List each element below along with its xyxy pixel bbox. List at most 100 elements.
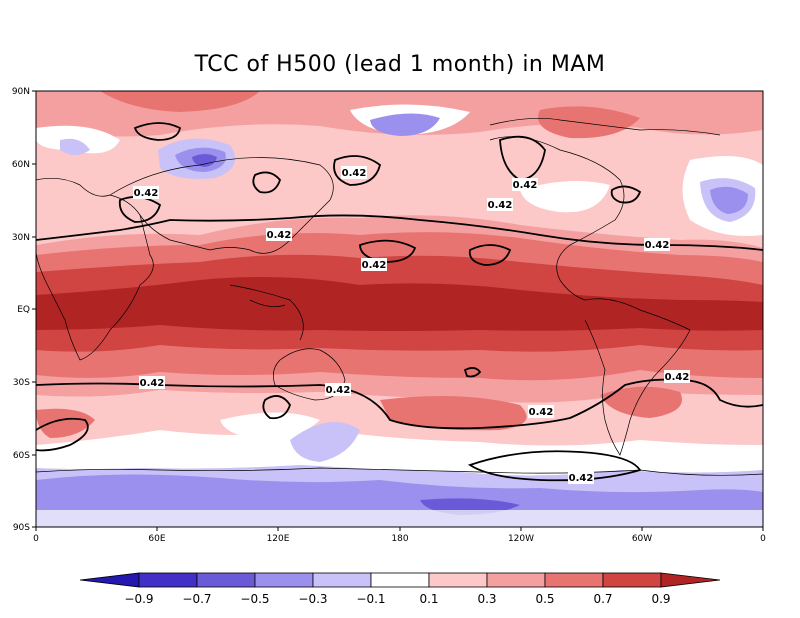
colorbar-right-arrow (660, 572, 721, 588)
south-white (36, 430, 763, 476)
colorbar-segment (138, 572, 198, 588)
lon-tick-label: 60W (632, 534, 652, 544)
contour-label-bg (664, 370, 690, 383)
contour-label: 0.42 (513, 180, 538, 191)
contour-south-africa (36, 417, 89, 452)
lat-tick-label: 60S (13, 451, 30, 461)
colorbar-segment (428, 572, 488, 588)
lon-tick-label: 180 (391, 534, 408, 544)
lat-axis: 90N 60N 30N EQ 30S 60S 90S (12, 87, 36, 533)
shaded-field (36, 91, 763, 527)
lat-tick-label: EQ (17, 305, 30, 315)
colorbar-label: 0.1 (419, 592, 438, 606)
lon-tick-label: 120W (508, 534, 534, 544)
contour-label-bg (325, 383, 351, 396)
contour-label: 0.42 (342, 168, 367, 179)
coast-north-america (489, 136, 625, 301)
contour-label-bg (512, 178, 538, 191)
lon-tick-label: 60E (148, 534, 165, 544)
colorbar-segment (486, 572, 546, 588)
contour-south-pacific (467, 450, 642, 482)
contour-label-bg (133, 186, 159, 199)
coast-south-america (584, 298, 691, 456)
lat-tick-label: 60N (12, 160, 30, 170)
contour-label: 0.42 (140, 378, 165, 389)
colorbar-segment (312, 572, 372, 588)
white-patch-indian (220, 412, 320, 440)
coast-indonesia (229, 284, 304, 341)
contour-label: 0.42 (134, 188, 159, 199)
arctic-core-east (538, 106, 640, 139)
colorbar-label: 0.5 (535, 592, 554, 606)
lon-tick-label: 120E (267, 534, 290, 544)
colorbar-label: 0.3 (477, 592, 496, 606)
contour-label-bg (487, 198, 513, 211)
contour-label-bg (341, 166, 367, 179)
contour-pacific-north (333, 155, 382, 186)
colorbar-label: 0.9 (651, 592, 670, 606)
colorbar-label: −0.9 (124, 592, 153, 606)
neg-south-indian (290, 422, 360, 462)
lat-tick-label: 90N (12, 87, 30, 97)
contour-label: 0.42 (529, 407, 554, 418)
coast-arctic-na (489, 117, 721, 136)
contour-arctic (133, 122, 181, 141)
colorbar-label: −0.5 (240, 592, 269, 606)
contour-label-bg (139, 376, 165, 389)
lon-tick-label: 0 (33, 534, 39, 544)
arctic-core-west (100, 91, 260, 112)
colorbar-left-arrow (79, 572, 140, 588)
neg-atlantic-core (710, 186, 748, 214)
contour-na-east (610, 185, 642, 204)
neg-arctic (370, 113, 440, 136)
contour-label: 0.42 (362, 260, 387, 271)
lon-axis: 0 60E 120E 180 120W 60W 0 (33, 527, 766, 544)
contour-label-bg (361, 258, 387, 271)
colorbar: −0.9 −0.7 −0.5 −0.3 −0.1 0.1 0.3 0.5 0.7… (79, 572, 721, 606)
contour-label-bg (528, 405, 554, 418)
white-patch-europe (36, 125, 120, 154)
south-pos-africa (36, 408, 95, 438)
white-patch-na (520, 181, 610, 213)
coast-africa-europe (36, 178, 154, 361)
colorbar-segment (196, 572, 256, 588)
lat-tick-label: 30S (13, 378, 30, 388)
map-title: TCC of H500 (lead 1 month) in MAM (194, 52, 606, 77)
contour-label: 0.42 (488, 200, 513, 211)
colorbar-segment (544, 572, 604, 588)
contour-indian-south (262, 395, 291, 420)
lat-tick-label: 30N (12, 233, 30, 243)
contour-label-bg (644, 238, 670, 251)
contour-label-bg (266, 228, 292, 241)
colorbar-segment (602, 572, 662, 588)
colorbar-segment (254, 572, 314, 588)
contour-pacific-east (468, 244, 512, 266)
contour-label: 0.42 (665, 372, 690, 383)
pole-white (36, 510, 763, 527)
colorbar-label: −0.3 (298, 592, 327, 606)
contour-siberia (252, 171, 282, 194)
contour-label: 0.42 (569, 473, 594, 484)
coast-antarctica (36, 467, 763, 476)
neg-europe (60, 138, 90, 155)
contour-label: 0.42 (645, 240, 670, 251)
contour-label: 0.42 (267, 230, 292, 241)
band-max (36, 276, 763, 331)
coast-asia (109, 157, 334, 254)
contour-label-bg (568, 471, 594, 484)
contour-pacific-subtropics (359, 239, 417, 263)
lat-tick-label: 90S (13, 523, 30, 533)
colorbar-segment (370, 572, 430, 588)
neg-siberia-core (192, 154, 217, 167)
coastlines (36, 117, 763, 476)
contour-small-pacific (463, 367, 482, 378)
colorbar-label: 0.7 (593, 592, 612, 606)
south-pos-pacific (380, 396, 527, 431)
contour-na-arctic (499, 135, 546, 181)
contour-labels: 0.42 0.42 0.42 0.42 0.42 0.42 0.42 0.42 … (133, 166, 690, 484)
colorbar-label: −0.1 (356, 592, 385, 606)
contour-label: 0.42 (326, 385, 351, 396)
south-pos-atlantic (600, 386, 682, 418)
lon-tick-label: 0 (760, 534, 766, 544)
